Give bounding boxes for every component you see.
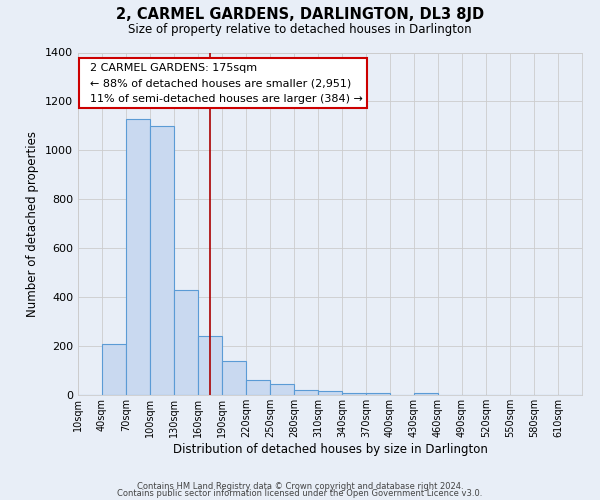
Bar bbox=[150, 126, 174, 395]
Bar bbox=[246, 380, 270, 395]
Bar bbox=[414, 392, 438, 395]
Bar bbox=[222, 361, 246, 395]
Y-axis label: Number of detached properties: Number of detached properties bbox=[26, 130, 40, 317]
Bar bbox=[102, 344, 126, 395]
Bar bbox=[294, 390, 318, 395]
X-axis label: Distribution of detached houses by size in Darlington: Distribution of detached houses by size … bbox=[173, 442, 487, 456]
Bar bbox=[342, 392, 366, 395]
Text: 2 CARMEL GARDENS: 175sqm
  ← 88% of detached houses are smaller (2,951)
  11% of: 2 CARMEL GARDENS: 175sqm ← 88% of detach… bbox=[83, 63, 363, 104]
Text: Contains public sector information licensed under the Open Government Licence v3: Contains public sector information licen… bbox=[118, 490, 482, 498]
Bar bbox=[270, 384, 294, 395]
Bar bbox=[174, 290, 198, 395]
Text: Size of property relative to detached houses in Darlington: Size of property relative to detached ho… bbox=[128, 22, 472, 36]
Text: Contains HM Land Registry data © Crown copyright and database right 2024.: Contains HM Land Registry data © Crown c… bbox=[137, 482, 463, 491]
Bar bbox=[366, 392, 390, 395]
Bar bbox=[198, 336, 222, 395]
Bar bbox=[126, 118, 150, 395]
Bar bbox=[318, 392, 342, 395]
Text: 2, CARMEL GARDENS, DARLINGTON, DL3 8JD: 2, CARMEL GARDENS, DARLINGTON, DL3 8JD bbox=[116, 8, 484, 22]
